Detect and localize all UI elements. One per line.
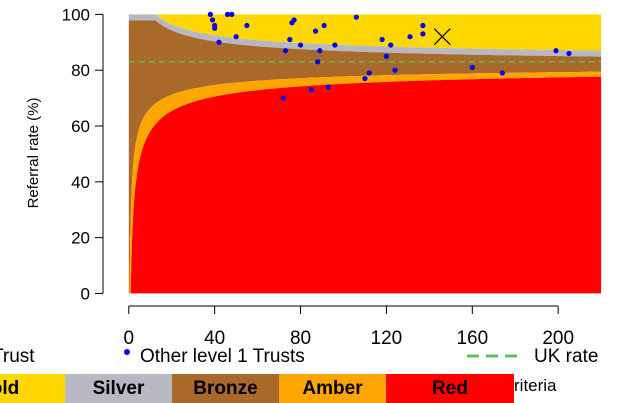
data-point: [280, 95, 286, 101]
data-point: [383, 53, 390, 59]
data-point: [209, 17, 216, 23]
data-point: [407, 34, 413, 40]
data-point: [312, 28, 319, 34]
y-tick-label: 100: [62, 5, 90, 24]
data-point: [282, 48, 289, 54]
criteria-legend: Gold Silver Bronze Amber Red: [0, 374, 514, 403]
data-point: [366, 70, 372, 76]
data-point: [566, 50, 572, 57]
x-tick-label: 120: [371, 328, 403, 349]
criteria-silver: Silver: [65, 374, 172, 403]
legend-others-label: Other level 1 Trusts: [140, 346, 305, 367]
data-point: [353, 14, 359, 20]
data-point: [308, 87, 314, 93]
criteria-caption: riteria: [514, 376, 557, 396]
data-point: [332, 42, 338, 48]
legend-uk-label: UK rate: [534, 346, 598, 367]
data-point: [244, 22, 250, 29]
band-red: [128, 76, 602, 294]
x-tick-label: 160: [456, 328, 488, 349]
highlighted-trust-marker: [433, 28, 451, 46]
data-point: [420, 31, 426, 37]
y-tick-label: 60: [71, 117, 90, 136]
x-tick-label: 80: [290, 328, 311, 349]
y-tick-label: 20: [71, 229, 90, 248]
data-point: [388, 42, 394, 48]
x-tick-label: 40: [204, 328, 225, 349]
data-point: [233, 34, 239, 40]
x-tick-label: 200: [542, 328, 574, 349]
legend-trust-label: Trust: [0, 346, 35, 367]
legend: Trust Other level 1 Trusts UK rate: [0, 346, 598, 367]
x-tick-label: 0: [123, 328, 134, 349]
trust-points: [207, 11, 572, 101]
performance-bands: [128, 14, 602, 294]
y-axis-label: Referral rate (%): [25, 98, 42, 209]
data-point: [553, 48, 559, 54]
data-point: [291, 17, 297, 23]
band-bronze: [128, 20, 602, 294]
data-point: [212, 25, 218, 31]
criteria-amber: Amber: [279, 374, 386, 403]
data-point: [420, 22, 426, 29]
data-point: [317, 48, 323, 54]
data-point: [315, 59, 321, 65]
band-silver: [128, 14, 602, 57]
data-point: [469, 64, 475, 70]
data-point: [229, 11, 235, 17]
criteria-gold: Gold: [0, 374, 65, 403]
data-point: [216, 39, 222, 45]
data-point: [392, 67, 398, 73]
y-tick-label: 40: [71, 173, 90, 192]
y-tick-label: 0: [81, 284, 90, 303]
data-point: [287, 36, 293, 43]
data-point: [321, 22, 327, 29]
data-point: [325, 84, 332, 90]
axes: 0 20 40 60 80 100 0 40 80 120 160 200: [62, 5, 574, 349]
data-point: [379, 36, 385, 43]
y-tick-label: 80: [71, 61, 90, 80]
data-point: [362, 75, 368, 82]
data-point: [224, 11, 231, 17]
data-point: [207, 11, 213, 17]
data-point: [297, 42, 304, 48]
data-point: [499, 70, 505, 76]
band-amber: [128, 71, 602, 294]
criteria-bronze: Bronze: [172, 374, 279, 403]
criteria-red: Red: [386, 374, 514, 403]
legend-others-marker: [124, 349, 130, 355]
